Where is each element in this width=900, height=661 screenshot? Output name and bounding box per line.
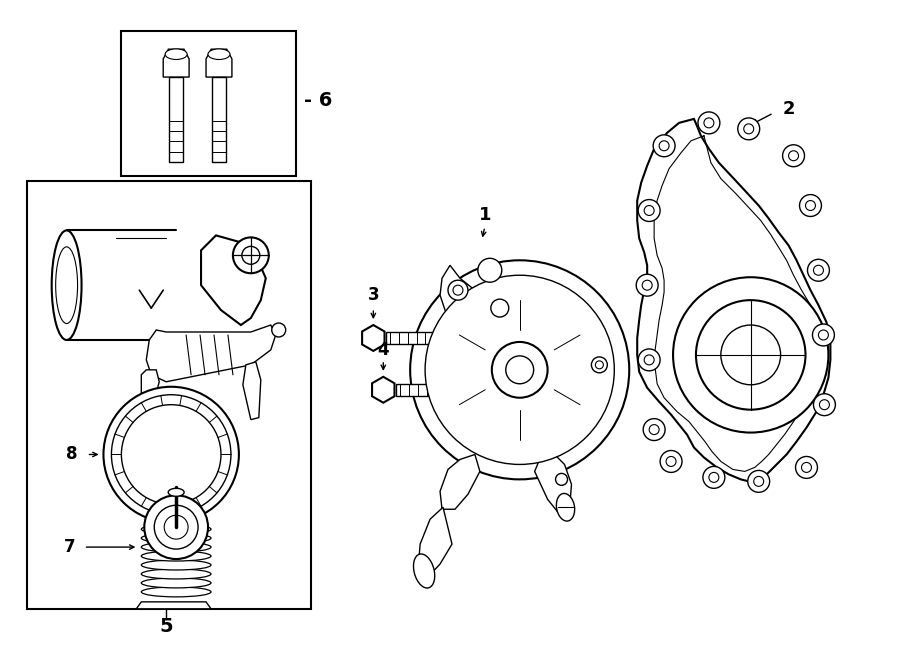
Circle shape (644, 418, 665, 440)
Circle shape (591, 357, 608, 373)
Circle shape (453, 285, 463, 295)
Text: 8: 8 (66, 446, 77, 463)
Circle shape (506, 356, 534, 384)
Circle shape (144, 495, 208, 559)
Circle shape (753, 477, 764, 486)
Circle shape (807, 259, 830, 281)
Bar (27, 180, 310, 609)
Circle shape (819, 400, 830, 410)
Circle shape (491, 299, 508, 317)
Circle shape (122, 405, 221, 504)
Text: 4: 4 (377, 341, 389, 359)
Ellipse shape (556, 494, 575, 521)
Polygon shape (206, 49, 232, 77)
Circle shape (748, 471, 770, 492)
Circle shape (448, 280, 468, 300)
Circle shape (653, 135, 675, 157)
Circle shape (660, 451, 682, 473)
Polygon shape (243, 362, 261, 420)
Text: 5: 5 (159, 617, 173, 637)
Polygon shape (147, 325, 275, 382)
Circle shape (738, 118, 760, 140)
Polygon shape (136, 602, 211, 609)
Text: 2: 2 (782, 100, 795, 118)
Ellipse shape (141, 533, 211, 543)
Circle shape (636, 274, 658, 296)
Ellipse shape (141, 551, 211, 561)
Text: - 6: - 6 (303, 91, 332, 110)
Circle shape (272, 323, 285, 337)
Ellipse shape (166, 49, 187, 59)
Circle shape (643, 280, 652, 290)
Ellipse shape (208, 49, 230, 59)
Polygon shape (372, 377, 394, 403)
Ellipse shape (141, 569, 211, 579)
Circle shape (704, 118, 714, 128)
Polygon shape (141, 370, 159, 420)
Circle shape (659, 141, 669, 151)
Circle shape (721, 325, 780, 385)
Circle shape (112, 395, 231, 514)
Circle shape (154, 505, 198, 549)
Ellipse shape (141, 578, 211, 588)
Text: 1: 1 (479, 206, 491, 225)
Polygon shape (418, 507, 452, 577)
Ellipse shape (141, 587, 211, 597)
Circle shape (164, 515, 188, 539)
Circle shape (814, 394, 835, 416)
Polygon shape (535, 455, 572, 514)
Circle shape (644, 206, 654, 215)
Circle shape (478, 258, 502, 282)
Circle shape (814, 265, 824, 275)
Text: 7: 7 (64, 538, 76, 556)
Ellipse shape (141, 560, 211, 570)
Circle shape (802, 463, 812, 473)
Bar (122, 31, 296, 176)
Circle shape (242, 247, 260, 264)
Ellipse shape (141, 542, 211, 552)
Circle shape (596, 361, 603, 369)
Circle shape (796, 457, 817, 479)
Circle shape (410, 260, 629, 479)
Circle shape (783, 145, 805, 167)
Circle shape (698, 112, 720, 134)
Ellipse shape (56, 247, 77, 323)
Circle shape (818, 330, 828, 340)
Polygon shape (362, 325, 384, 351)
Circle shape (555, 473, 568, 485)
Bar (169, 77, 183, 162)
Circle shape (649, 424, 659, 434)
Text: 3: 3 (367, 286, 379, 304)
Circle shape (233, 237, 269, 273)
Polygon shape (440, 265, 519, 330)
Circle shape (743, 124, 753, 134)
Circle shape (813, 324, 834, 346)
Bar (386, 332, 438, 344)
Circle shape (666, 457, 676, 467)
Polygon shape (163, 49, 189, 77)
Circle shape (696, 300, 806, 410)
Circle shape (491, 342, 547, 398)
Polygon shape (637, 119, 831, 481)
Circle shape (638, 349, 660, 371)
Polygon shape (440, 455, 480, 509)
Circle shape (425, 275, 615, 465)
Polygon shape (580, 320, 609, 400)
Ellipse shape (413, 554, 435, 588)
Bar (396, 384, 458, 396)
Circle shape (799, 194, 822, 217)
Ellipse shape (141, 524, 211, 534)
Bar (212, 77, 226, 162)
Circle shape (638, 200, 660, 221)
Circle shape (703, 467, 724, 488)
Circle shape (673, 277, 828, 432)
Ellipse shape (168, 488, 184, 496)
Ellipse shape (51, 231, 82, 340)
Circle shape (709, 473, 719, 483)
Circle shape (104, 387, 239, 522)
Circle shape (806, 200, 815, 210)
Circle shape (644, 355, 654, 365)
Circle shape (788, 151, 798, 161)
Polygon shape (201, 235, 266, 325)
